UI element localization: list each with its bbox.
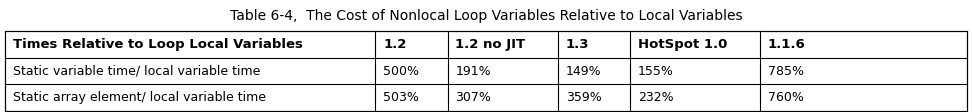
Text: 307%: 307%: [455, 91, 491, 104]
Text: Table 6-4,  The Cost of Nonlocal Loop Variables Relative to Local Variables: Table 6-4, The Cost of Nonlocal Loop Var…: [229, 9, 743, 23]
Text: 1.2: 1.2: [383, 38, 406, 51]
Text: 1.3: 1.3: [566, 38, 589, 51]
Bar: [5, 31, 967, 111]
Text: HotSpot 1.0: HotSpot 1.0: [638, 38, 727, 51]
Text: 785%: 785%: [768, 65, 804, 78]
Text: 191%: 191%: [455, 65, 491, 78]
Text: 232%: 232%: [638, 91, 674, 104]
Text: Times Relative to Loop Local Variables: Times Relative to Loop Local Variables: [13, 38, 302, 51]
Text: 1.1.6: 1.1.6: [768, 38, 806, 51]
Text: 149%: 149%: [566, 65, 602, 78]
Text: 359%: 359%: [566, 91, 602, 104]
Text: 1.2 no JIT: 1.2 no JIT: [455, 38, 526, 51]
Text: Static variable time/ local variable time: Static variable time/ local variable tim…: [13, 65, 260, 78]
Text: 503%: 503%: [383, 91, 419, 104]
Text: 500%: 500%: [383, 65, 419, 78]
Text: 155%: 155%: [638, 65, 674, 78]
Text: 760%: 760%: [768, 91, 804, 104]
Text: Static array element/ local variable time: Static array element/ local variable tim…: [13, 91, 265, 104]
